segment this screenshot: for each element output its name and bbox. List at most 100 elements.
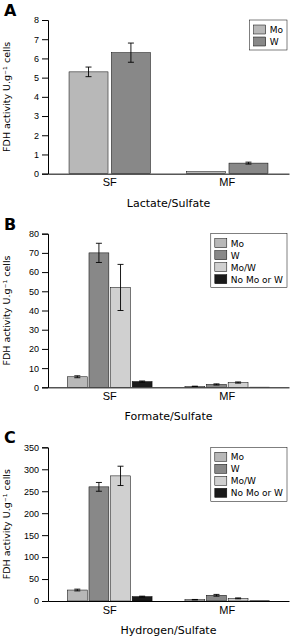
panel-label: A: [4, 1, 17, 20]
legend-item: No Mo or W: [215, 488, 283, 498]
series: [89, 482, 226, 601]
bar: [207, 384, 227, 387]
bar: [228, 598, 248, 601]
error-cap: [245, 162, 251, 163]
y-tick-label: 10: [29, 364, 39, 374]
y-tick-mark: [42, 535, 48, 536]
y-tick-label: 0: [34, 383, 39, 393]
legend-item: Mo: [215, 452, 245, 462]
legend: MoWMo/WNo Mo or W: [211, 234, 287, 288]
legend: Mo W: [250, 20, 287, 50]
legend-label: Mo: [231, 239, 245, 249]
y-tick-mark: [42, 174, 48, 175]
legend-swatch: [215, 239, 227, 248]
y-tick: 100: [24, 552, 48, 562]
error-bar: [213, 594, 219, 596]
legend-swatch: [254, 37, 266, 46]
y-tick-mark: [42, 349, 48, 350]
error-bar: [74, 589, 80, 591]
y-tick: 0: [34, 596, 48, 606]
x-tick: MF: [219, 176, 235, 188]
error-cap: [74, 589, 80, 590]
y-tick-label: 50: [29, 574, 39, 584]
y-tick-label: 50: [29, 287, 39, 297]
bar: [187, 172, 226, 174]
bar: [228, 383, 248, 388]
x-axis: SF MF: [49, 388, 290, 402]
error-bar: [128, 43, 134, 62]
error-cap: [128, 43, 134, 44]
y-tick-label: 5: [34, 73, 39, 83]
y-tick-label: 20: [29, 344, 39, 354]
x-tick-label: SF: [103, 604, 117, 616]
legend-frame: [250, 20, 287, 50]
error-cap: [192, 386, 198, 387]
error-cap: [139, 380, 145, 381]
legend-label: Mo: [270, 25, 284, 35]
error-cap: [192, 599, 198, 600]
error-cap: [118, 264, 124, 265]
x-tick-label: MF: [219, 390, 235, 402]
legend-item: W: [254, 37, 279, 47]
y-axis-title: FDH activity U.g⁻¹ cells: [1, 255, 12, 365]
panel: 050100150200250300350SFMFHydrogen/Sulfat…: [1, 428, 290, 637]
legend-label: W: [270, 37, 279, 47]
error-bar: [235, 597, 241, 599]
x-axis: SFMF: [49, 602, 290, 616]
error-cap: [74, 590, 80, 591]
chart-figure: 012345678SFMFLactate/SulfateFDH activity…: [0, 0, 297, 641]
x-axis-line: [49, 174, 290, 175]
x-tick: MF: [219, 390, 235, 402]
bar: [207, 595, 227, 601]
y-tick: 80: [29, 229, 48, 239]
y-tick-mark: [42, 154, 48, 155]
plot-area: 012345678SFMFLactate/SulfateFDH activity…: [1, 15, 290, 209]
y-tick-mark: [42, 579, 48, 580]
bar: [185, 386, 205, 387]
error-bar: [74, 376, 80, 378]
error-cap: [74, 377, 80, 378]
y-tick-mark: [42, 253, 48, 254]
bar: [250, 600, 270, 601]
marks: [67, 243, 269, 387]
bar: [67, 377, 87, 388]
legend-label: No Mo or W: [231, 488, 283, 498]
error-bar: [213, 384, 219, 385]
legend-item: Mo/W: [215, 476, 256, 486]
legend-label: No Mo or W: [231, 275, 283, 285]
legend-item: W: [215, 251, 240, 261]
y-tick: 0: [34, 383, 48, 393]
y-tick: 3: [34, 111, 48, 121]
x-tick-label: SF: [103, 390, 117, 402]
y-tick-label: 1: [34, 150, 39, 160]
error-line: [98, 482, 99, 491]
y-axis: 050100150200250300350: [24, 443, 49, 607]
bar: [132, 597, 152, 601]
error-cap: [192, 599, 198, 600]
legend-swatch: [254, 25, 266, 34]
bar: [185, 600, 205, 601]
y-tick-label: 4: [34, 92, 39, 102]
error-cap: [213, 596, 219, 597]
y-tick-label: 0: [34, 596, 39, 606]
x-tick-label: MF: [219, 176, 235, 188]
y-tick: 50: [29, 574, 48, 584]
y-tick-label: 80: [29, 229, 39, 239]
panel-label: C: [4, 428, 16, 447]
error-cap: [235, 381, 241, 382]
error-cap: [213, 385, 219, 386]
bar: [229, 163, 268, 174]
y-tick: 8: [34, 15, 48, 25]
y-tick: 200: [24, 509, 48, 519]
x-axis: SFMF: [49, 174, 290, 188]
error-line: [88, 67, 89, 77]
y-tick: 60: [29, 267, 48, 277]
series: [132, 381, 269, 387]
x-axis-line: [49, 601, 290, 602]
y-tick: 70: [29, 248, 48, 258]
y-tick-mark: [42, 291, 48, 292]
error-bar: [192, 386, 198, 387]
y-axis-line: [42, 448, 49, 602]
error-bar: [96, 243, 102, 262]
y-tick: 4: [34, 92, 48, 102]
